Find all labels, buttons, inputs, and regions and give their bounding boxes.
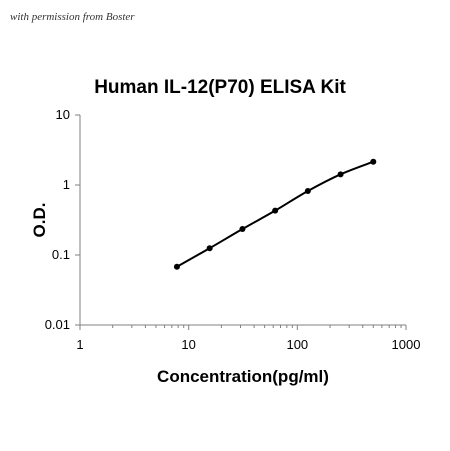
data-point (206, 245, 213, 252)
data-point (239, 226, 246, 233)
standard-curve-line (176, 160, 374, 268)
y-tick-label: 1 (63, 177, 70, 192)
x-tick-label: 100 (286, 337, 308, 352)
x-tick-label: 1 (76, 337, 83, 352)
y-tick-label: 0.01 (45, 317, 70, 332)
y-tick-label: 0.1 (52, 247, 70, 262)
data-point (304, 188, 311, 195)
data-point (337, 171, 344, 178)
data-point (272, 207, 279, 214)
data-series (173, 158, 377, 270)
chart-title: Human IL-12(P70) ELISA Kit (94, 77, 346, 98)
y-axis-label: O.D. (30, 203, 49, 238)
x-axis-label: Concentration(pg/ml) (157, 367, 329, 386)
y-tick-label: 10 (56, 107, 70, 122)
x-axis-ticks: 1 10 100 1000 (76, 325, 420, 352)
x-tick-label: 10 (181, 337, 195, 352)
data-point (370, 158, 377, 165)
watermark-text: with permission from Boster (10, 11, 135, 23)
data-point (173, 263, 180, 270)
y-axis-ticks: 0.01 0.1 1 10 (45, 107, 80, 332)
x-tick-label: 1000 (392, 337, 421, 352)
